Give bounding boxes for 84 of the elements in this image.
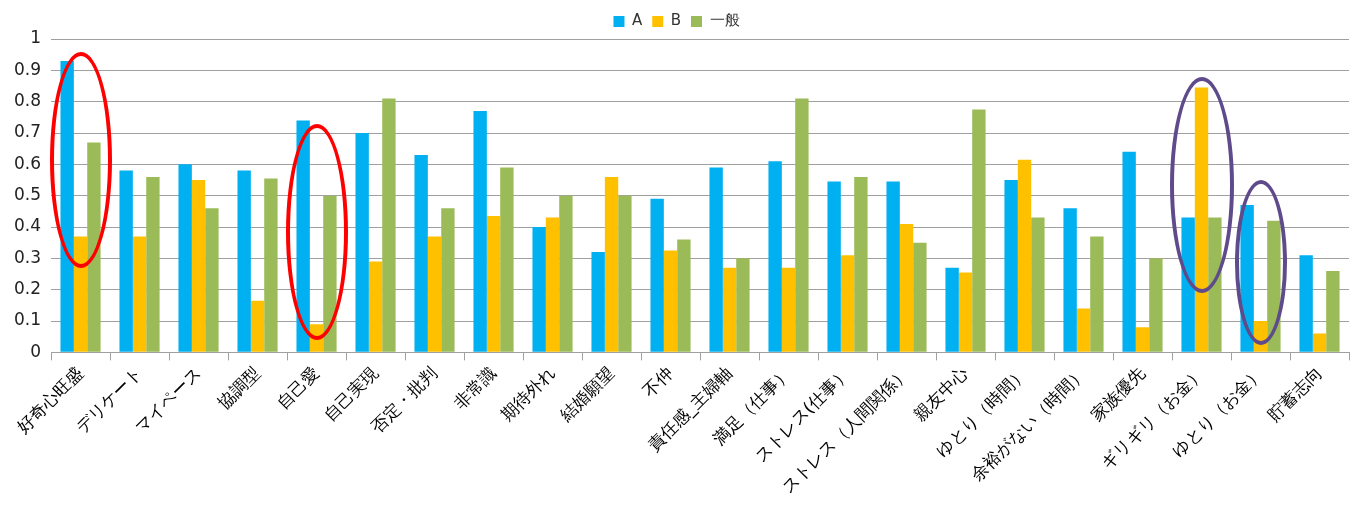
bar xyxy=(827,181,841,352)
bar xyxy=(382,98,396,352)
legend-label: B xyxy=(670,11,682,30)
bar xyxy=(500,167,514,352)
bar xyxy=(264,178,278,352)
x-tick-label: 非常識 xyxy=(449,362,500,413)
bar xyxy=(427,236,442,352)
bar xyxy=(722,267,737,352)
bar xyxy=(1326,270,1340,352)
bar xyxy=(1312,333,1327,352)
bar xyxy=(1090,236,1104,352)
bar xyxy=(323,195,337,352)
bar xyxy=(899,223,914,352)
bar xyxy=(945,267,959,352)
bar xyxy=(1135,327,1150,352)
bar xyxy=(205,208,219,352)
bar xyxy=(250,300,265,352)
bar xyxy=(604,176,619,352)
bar xyxy=(296,120,310,352)
bar xyxy=(191,180,206,352)
bar xyxy=(1194,87,1209,352)
bar xyxy=(1122,151,1136,352)
y-tick-label: 0 xyxy=(30,340,42,361)
y-tick-label: 1 xyxy=(30,27,42,48)
bar xyxy=(368,261,383,352)
y-tick-label: 0.4 xyxy=(13,215,42,236)
y-tick-label: 0.1 xyxy=(13,309,42,330)
y-tick-label: 0.8 xyxy=(13,90,42,111)
bar xyxy=(1267,220,1281,352)
y-tick-label: 0.3 xyxy=(13,246,42,267)
bar xyxy=(355,133,369,352)
bar xyxy=(650,198,664,352)
bar xyxy=(119,170,133,352)
bar xyxy=(60,60,74,352)
bar xyxy=(781,267,796,352)
bar xyxy=(559,195,573,352)
bar xyxy=(132,236,147,352)
bar xyxy=(532,227,546,352)
bar xyxy=(768,161,782,352)
bar xyxy=(591,252,605,352)
bar xyxy=(87,142,101,352)
y-tick-label: 0.6 xyxy=(13,152,42,173)
legend-label: A xyxy=(631,11,643,30)
bar xyxy=(795,98,809,352)
x-tick-label: 自己愛 xyxy=(272,362,323,413)
bar xyxy=(1208,217,1222,352)
bar xyxy=(1063,208,1077,352)
bar xyxy=(958,272,973,352)
x-tick-label: 結婚願望 xyxy=(554,362,618,426)
bar xyxy=(545,217,560,352)
bar xyxy=(414,154,428,352)
y-tick-label: 0.9 xyxy=(13,58,42,79)
bar xyxy=(146,176,160,352)
y-tick-label: 0.7 xyxy=(13,121,42,142)
bar xyxy=(1076,308,1091,352)
bar xyxy=(886,181,900,352)
bar xyxy=(1181,217,1195,352)
bar xyxy=(486,216,501,352)
bar xyxy=(1004,180,1018,352)
bar xyxy=(473,111,487,352)
y-tick-label: 0.2 xyxy=(13,278,42,299)
bar xyxy=(840,255,855,352)
x-tick-label: 協調型 xyxy=(213,362,264,413)
bar xyxy=(677,239,691,352)
bar xyxy=(1017,159,1032,352)
bar xyxy=(709,167,723,352)
legend-label: 一般 xyxy=(709,11,740,30)
bar xyxy=(237,170,251,352)
bar xyxy=(618,195,632,352)
bar xyxy=(73,236,88,352)
bar xyxy=(441,208,455,352)
y-tick-label: 0.5 xyxy=(13,184,42,205)
bar xyxy=(1299,255,1313,352)
x-tick-label: 不仲 xyxy=(638,362,677,401)
bar xyxy=(1240,205,1254,352)
bar xyxy=(854,176,868,352)
bar xyxy=(663,250,678,352)
x-tick-label: 貯蓄志向 xyxy=(1263,362,1326,425)
bar xyxy=(1149,258,1163,352)
bar xyxy=(736,258,750,352)
bar xyxy=(972,109,986,352)
bar xyxy=(1031,217,1045,352)
bar xyxy=(178,164,192,352)
bar xyxy=(913,242,927,352)
